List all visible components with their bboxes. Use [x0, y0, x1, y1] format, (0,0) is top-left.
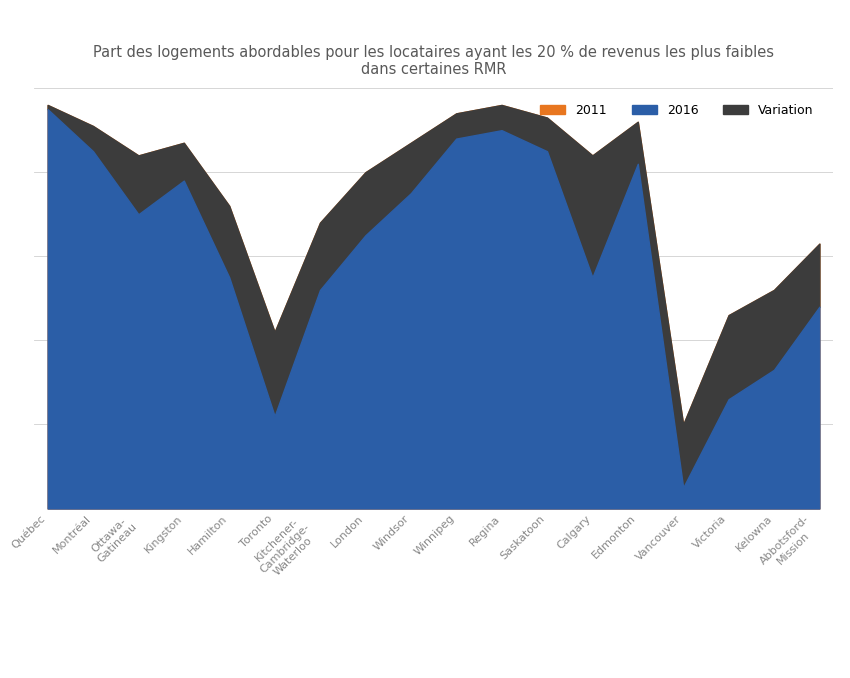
- Legend: 2011, 2016, Variation: 2011, 2016, Variation: [535, 98, 819, 121]
- Title: Part des logements abordables pour les locataires ayant les 20 % de revenus les : Part des logements abordables pour les l…: [93, 45, 774, 77]
